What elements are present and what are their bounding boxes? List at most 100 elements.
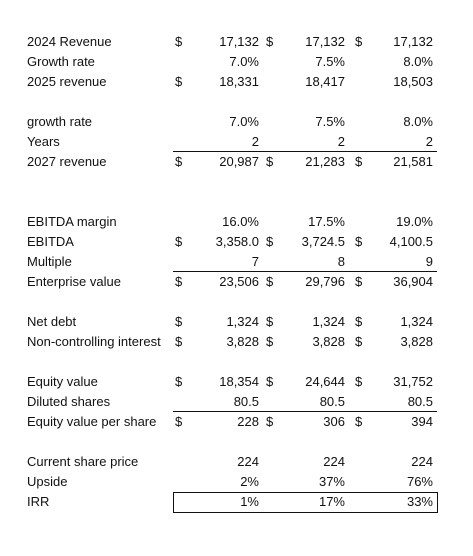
cell-value: 2 xyxy=(337,134,345,149)
cell-value: 8.0% xyxy=(403,54,433,69)
cell-value: 8 xyxy=(337,254,345,269)
currency-symbol: $ xyxy=(175,74,183,89)
cell-value: 3,828 xyxy=(312,334,345,349)
cell-value: 18,503 xyxy=(393,74,433,89)
cell-value: 7.0% xyxy=(229,54,259,69)
row-multiple: Multiple 7 8 9 xyxy=(0,252,473,272)
cell-value: 3,828 xyxy=(400,334,433,349)
cell-value: 4,100.5 xyxy=(389,234,433,249)
currency-symbol: $ xyxy=(355,374,363,389)
subtotal-rule xyxy=(173,151,437,152)
row-non-controlling-interest: Non-controlling interest $ 3,828 $ 3,828… xyxy=(0,332,473,352)
row-diluted-shares: Diluted shares 80.5 80.5 80.5 xyxy=(0,392,473,412)
currency-symbol: $ xyxy=(175,334,183,349)
cell-value: 7.5% xyxy=(315,54,345,69)
row-equity-value: Equity value $ 18,354 $ 24,644 $ 31,752 xyxy=(0,372,473,392)
row-label: Equity value per share xyxy=(27,414,157,429)
row-2024-revenue: 2024 Revenue $ 17,132 $ 17,132 $ 17,132 xyxy=(0,32,473,52)
cell-value: 37% xyxy=(318,474,345,489)
cell-value: 19.0% xyxy=(396,214,433,229)
cell-value: 80.5 xyxy=(233,394,259,409)
currency-symbol: $ xyxy=(175,314,183,329)
cell-value: 24,644 xyxy=(305,374,345,389)
row-2025-revenue: 2025 revenue $ 18,331 18,417 18,503 xyxy=(0,72,473,92)
row-label: Current share price xyxy=(27,454,139,469)
cell-value: 8.0% xyxy=(403,114,433,129)
row-label: Enterprise value xyxy=(27,274,121,289)
cell-value: 17,132 xyxy=(305,34,345,49)
row-label: Non-controlling interest xyxy=(27,334,161,349)
currency-symbol: $ xyxy=(175,34,183,49)
cell-value: 3,358.0 xyxy=(215,234,259,249)
currency-symbol: $ xyxy=(175,234,183,249)
cell-value: 224 xyxy=(323,454,345,469)
cell-value: 3,724.5 xyxy=(301,234,345,249)
cell-value: 7.0% xyxy=(229,114,259,129)
row-current-share-price: Current share price 224 224 224 xyxy=(0,452,473,472)
currency-symbol: $ xyxy=(266,374,274,389)
cell-value: 21,283 xyxy=(305,154,345,169)
row-label: Upside xyxy=(27,474,68,489)
row-label: growth rate xyxy=(27,114,93,129)
cell-value: 9 xyxy=(425,254,433,269)
cell-value: 2% xyxy=(240,474,259,489)
row-growth-rate: Growth rate 7.0% 7.5% 8.0% xyxy=(0,52,473,72)
cell-value: 80.5 xyxy=(407,394,433,409)
cell-value: 1,324 xyxy=(400,314,433,329)
row-ebitda: EBITDA $ 3,358.0 $ 3,724.5 $ 4,100.5 xyxy=(0,232,473,252)
subtotal-rule xyxy=(173,411,437,412)
row-ebitda-margin: EBITDA margin 16.0% 17.5% 19.0% xyxy=(0,212,473,232)
row-label: Diluted shares xyxy=(27,394,111,409)
cell-value: 17,132 xyxy=(393,34,433,49)
cell-value: 31,752 xyxy=(393,374,433,389)
currency-symbol: $ xyxy=(175,154,183,169)
row-label: 2025 revenue xyxy=(27,74,107,89)
currency-symbol: $ xyxy=(266,234,274,249)
cell-value: 23,506 xyxy=(219,274,259,289)
cell-value: 18,331 xyxy=(219,74,259,89)
cell-value: 1,324 xyxy=(226,314,259,329)
currency-symbol: $ xyxy=(355,314,363,329)
cell-value: 2 xyxy=(251,134,259,149)
row-net-debt: Net debt $ 1,324 $ 1,324 $ 1,324 xyxy=(0,312,473,332)
currency-symbol: $ xyxy=(355,34,363,49)
cell-value: 36,904 xyxy=(393,274,433,289)
cell-value: 228 xyxy=(237,414,259,429)
row-years: Years 2 2 2 xyxy=(0,132,473,152)
cell-value: 20,987 xyxy=(219,154,259,169)
cell-value: 29,796 xyxy=(305,274,345,289)
row-label: IRR xyxy=(27,494,50,509)
row-label: 2027 revenue xyxy=(27,154,107,169)
cell-value: 224 xyxy=(237,454,259,469)
row-label: EBITDA xyxy=(27,234,74,249)
irr-highlight-box xyxy=(173,492,438,513)
row-label: Equity value xyxy=(27,374,98,389)
currency-symbol: $ xyxy=(266,34,274,49)
cell-value: 76% xyxy=(406,474,433,489)
currency-symbol: $ xyxy=(355,334,363,349)
cell-value: 17,132 xyxy=(219,34,259,49)
currency-symbol: $ xyxy=(355,154,363,169)
cell-value: 394 xyxy=(411,414,433,429)
cell-value: 3,828 xyxy=(226,334,259,349)
currency-symbol: $ xyxy=(266,314,274,329)
currency-symbol: $ xyxy=(355,414,363,429)
currency-symbol: $ xyxy=(355,274,363,289)
cell-value: 7.5% xyxy=(315,114,345,129)
row-upside: Upside 2% 37% 76% xyxy=(0,472,473,492)
cell-value: 17.5% xyxy=(308,214,345,229)
cell-value: 17% xyxy=(318,494,345,509)
cell-value: 18,354 xyxy=(219,374,259,389)
row-label: Net debt xyxy=(27,314,77,329)
row-equity-value-per-share: Equity value per share $ 228 $ 306 $ 394 xyxy=(0,412,473,432)
cell-value: 2 xyxy=(425,134,433,149)
currency-symbol: $ xyxy=(266,414,274,429)
row-label: Growth rate xyxy=(27,54,95,69)
row-growth-rate-2: growth rate 7.0% 7.5% 8.0% xyxy=(0,112,473,132)
currency-symbol: $ xyxy=(355,234,363,249)
currency-symbol: $ xyxy=(175,274,183,289)
cell-value: 33% xyxy=(406,494,433,509)
cell-value: 80.5 xyxy=(319,394,345,409)
row-label: Years xyxy=(27,134,60,149)
